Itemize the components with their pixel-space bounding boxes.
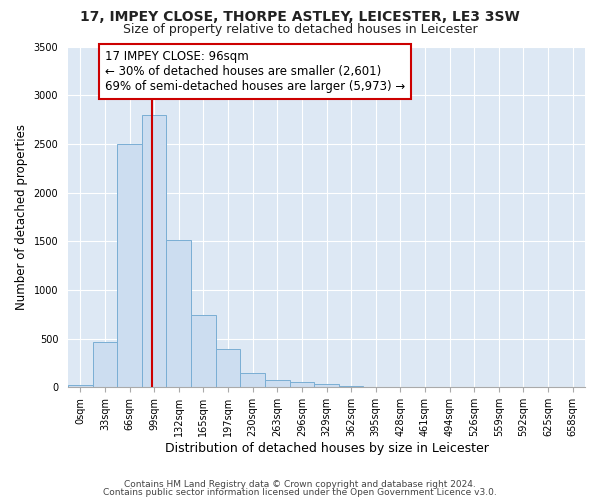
Bar (117, 144, 142, 388)
Bar (191, 316, 216, 388)
Text: Contains HM Land Registry data © Crown copyright and database right 2024.: Contains HM Land Registry data © Crown c… (124, 480, 476, 489)
Text: Contains public sector information licensed under the Open Government Licence v3: Contains public sector information licen… (103, 488, 497, 497)
Bar (314, 384, 339, 388)
Bar (142, 114, 166, 388)
Bar (290, 382, 314, 388)
Bar (216, 350, 241, 388)
Bar (339, 386, 364, 388)
Bar (241, 372, 265, 388)
Bar (166, 240, 191, 388)
Text: 17 IMPEY CLOSE: 96sqm
← 30% of detached houses are smaller (2,601)
69% of semi-d: 17 IMPEY CLOSE: 96sqm ← 30% of detached … (105, 50, 405, 94)
Text: 17, IMPEY CLOSE, THORPE ASTLEY, LEICESTER, LE3 3SW: 17, IMPEY CLOSE, THORPE ASTLEY, LEICESTE… (80, 10, 520, 24)
Bar (68, 386, 92, 388)
X-axis label: Distribution of detached houses by size in Leicester: Distribution of detached houses by size … (164, 442, 488, 455)
Bar (92, 342, 117, 388)
Bar (265, 380, 290, 388)
Bar (364, 386, 388, 388)
Text: Size of property relative to detached houses in Leicester: Size of property relative to detached ho… (122, 22, 478, 36)
Y-axis label: Number of detached properties: Number of detached properties (15, 124, 28, 310)
